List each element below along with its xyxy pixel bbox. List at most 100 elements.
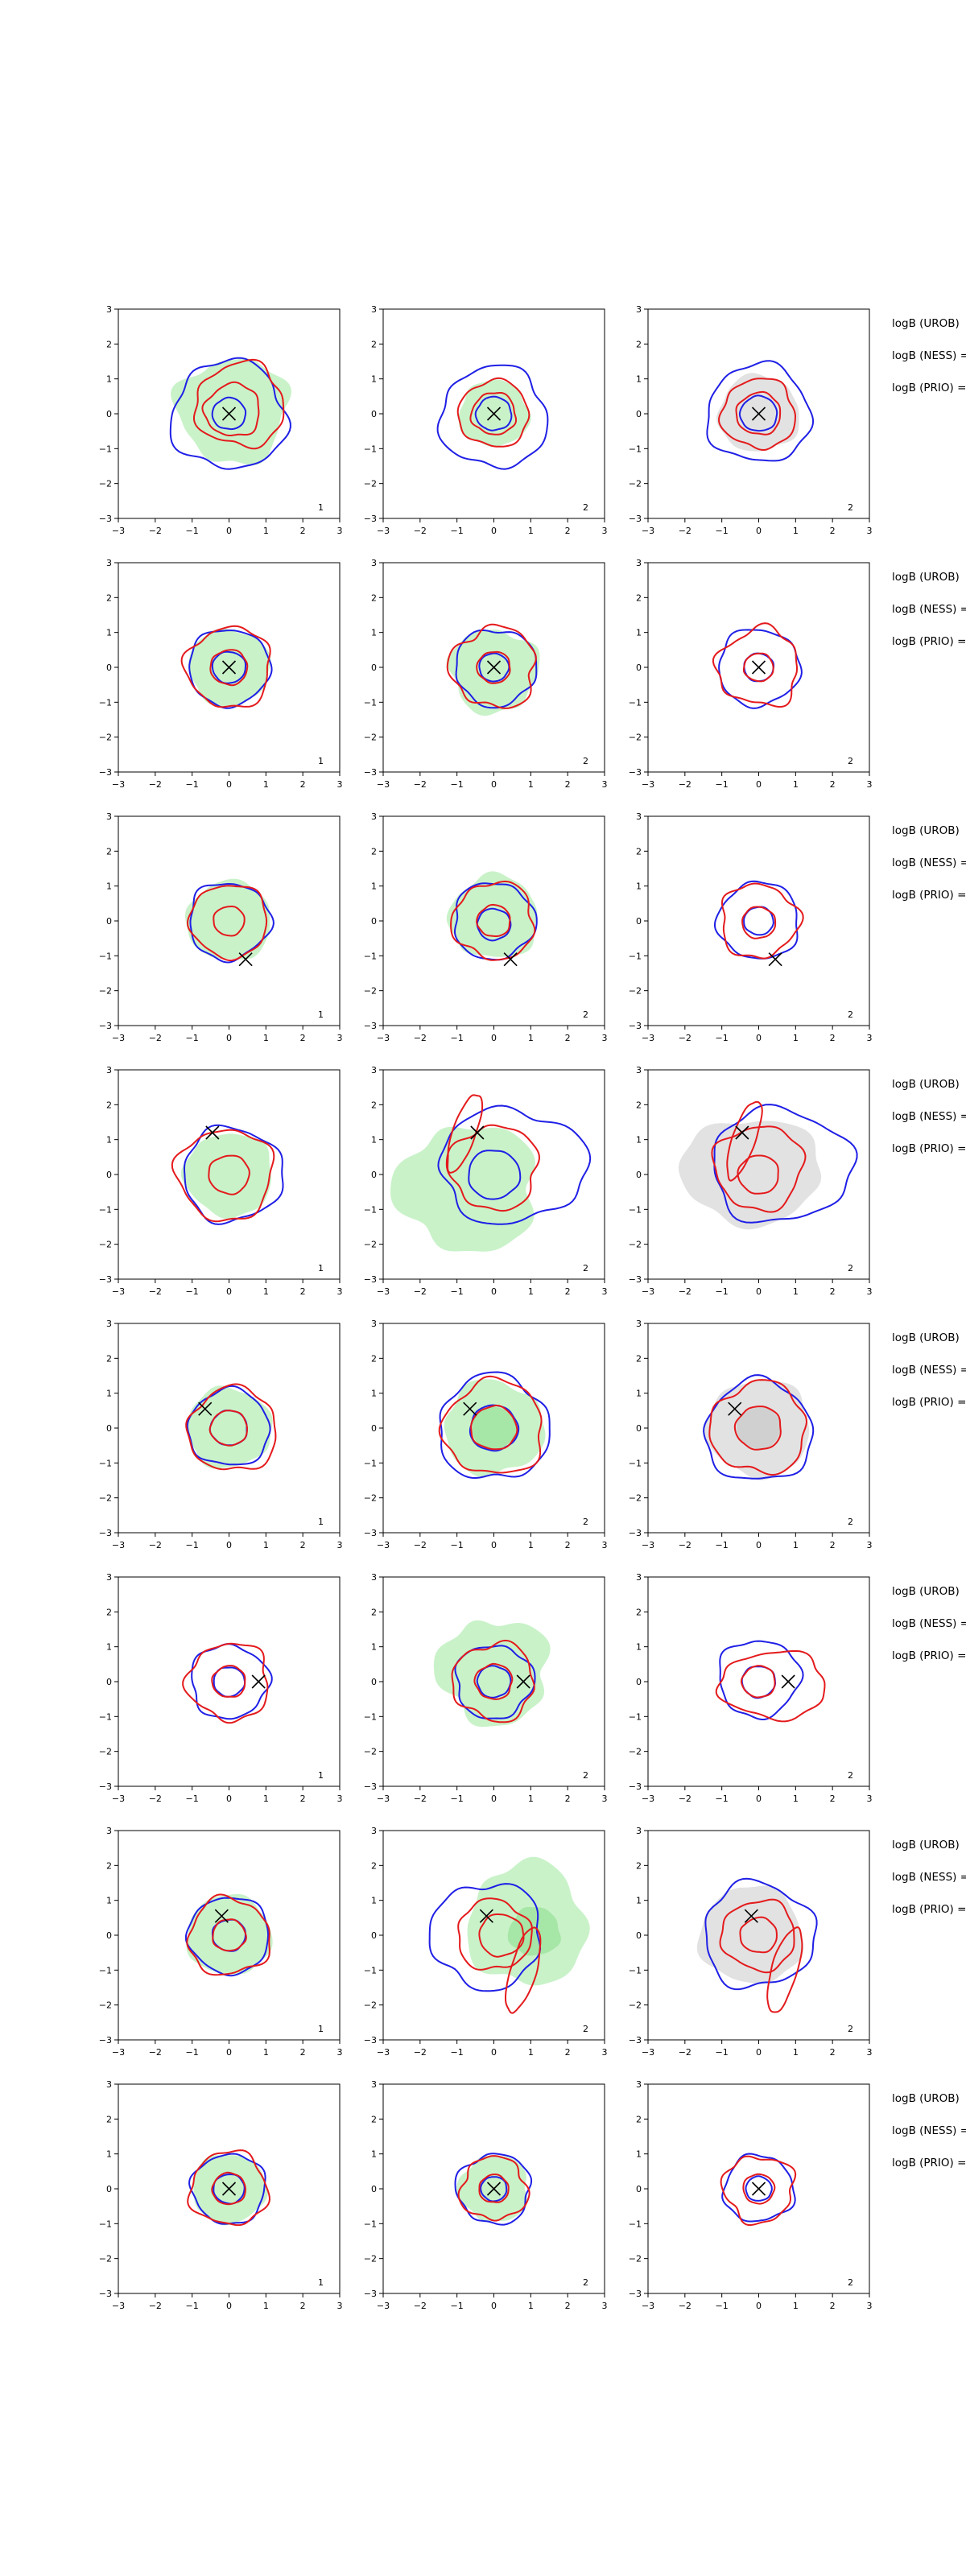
panel-r3-c1: −3 3 −2 2 −1 1 0 0 1 −1 2 −2 3 −3 1 bbox=[99, 811, 343, 1043]
panel-r5-c2: −3 3 −2 2 −1 1 0 0 1 −1 2 −2 3 −3 2 bbox=[364, 1319, 608, 1550]
y-tick-label: 1 bbox=[106, 881, 112, 892]
x-tick-label: 3 bbox=[867, 1794, 873, 1804]
red-contour bbox=[741, 906, 777, 939]
y-tick-label: −3 bbox=[364, 2035, 377, 2046]
plot-area bbox=[720, 2153, 797, 2226]
y-tick-label: −1 bbox=[99, 444, 112, 454]
y-tick-label: 3 bbox=[106, 1065, 112, 1075]
y-tick-label: 2 bbox=[106, 1607, 112, 1617]
y-tick-label: 3 bbox=[371, 1065, 377, 1075]
x-tick-label: −2 bbox=[149, 526, 162, 536]
x-tick-label: 1 bbox=[263, 2047, 269, 2058]
y-tick-label: −2 bbox=[364, 733, 377, 743]
x-tick-label: 2 bbox=[300, 2047, 306, 2058]
y-tick-label: 0 bbox=[371, 916, 377, 927]
plot-area bbox=[703, 1374, 815, 1480]
x-tick-label: 1 bbox=[263, 1794, 269, 1804]
y-tick-label: −1 bbox=[364, 2219, 377, 2229]
x-tick-label: −2 bbox=[679, 1033, 691, 1043]
x-tick-label: 2 bbox=[300, 1033, 306, 1043]
x-tick-label: 1 bbox=[793, 2301, 799, 2311]
x-tick-label: 1 bbox=[263, 1540, 269, 1550]
x-tick-label: 3 bbox=[602, 1794, 608, 1804]
x-tick-label: −3 bbox=[377, 1033, 390, 1043]
y-tick-label: 2 bbox=[371, 592, 377, 603]
y-tick-label: −1 bbox=[629, 1711, 642, 1722]
x-tick-label: 2 bbox=[565, 1794, 571, 1804]
x-tick-label: −2 bbox=[414, 1033, 427, 1043]
row-6-annotation-1: logB (UROB) bbox=[892, 1585, 960, 1598]
panel-corner-label: 2 bbox=[848, 1517, 853, 1527]
x-tick-label: 0 bbox=[756, 2301, 762, 2311]
y-tick-label: 3 bbox=[106, 1572, 112, 1583]
x-tick-label: −3 bbox=[112, 2047, 125, 2058]
y-tick-label: 0 bbox=[371, 1930, 377, 1941]
red-contour bbox=[456, 377, 530, 448]
y-tick-label: −3 bbox=[99, 514, 112, 524]
x-tick-label: −3 bbox=[377, 2047, 390, 2058]
x-tick-label: 1 bbox=[263, 779, 269, 790]
x-tick-label: −2 bbox=[679, 2047, 691, 2058]
x-tick-label: 2 bbox=[300, 1540, 306, 1550]
y-tick-label: 0 bbox=[371, 2184, 377, 2194]
y-tick-label: −3 bbox=[629, 1528, 642, 1538]
panel-r2-c2: −3 3 −2 2 −1 1 0 0 1 −1 2 −2 3 −3 2 bbox=[364, 558, 608, 790]
blue-contour bbox=[439, 1371, 551, 1480]
x-tick-label: −1 bbox=[451, 1540, 464, 1550]
y-tick-label: 3 bbox=[106, 811, 112, 822]
y-tick-label: 1 bbox=[371, 1389, 377, 1399]
blue-contour bbox=[480, 2176, 508, 2202]
panel-corner-label: 1 bbox=[318, 756, 324, 766]
red-contour bbox=[505, 1926, 542, 2014]
x-tick-label: −2 bbox=[149, 2047, 162, 2058]
true-value-marker bbox=[516, 1674, 530, 1689]
x-tick-label: 1 bbox=[528, 526, 534, 536]
x-tick-label: 1 bbox=[263, 2301, 269, 2311]
y-tick-label: 2 bbox=[636, 1607, 642, 1617]
panel-corner-label: 2 bbox=[583, 1263, 588, 1274]
red-contour bbox=[438, 1375, 543, 1474]
y-tick-label: −1 bbox=[364, 444, 377, 454]
red-contour bbox=[451, 1639, 535, 1724]
density-fill bbox=[696, 1885, 804, 1984]
y-tick-label: 3 bbox=[636, 811, 642, 822]
y-tick-label: 2 bbox=[371, 2114, 377, 2124]
x-tick-label: −2 bbox=[149, 1794, 162, 1804]
x-tick-label: 0 bbox=[226, 2047, 232, 2058]
x-tick-label: 0 bbox=[491, 1540, 497, 1550]
plot-area bbox=[433, 1620, 551, 1728]
y-tick-label: −3 bbox=[99, 1274, 112, 1285]
blue-contour bbox=[191, 1643, 273, 1720]
true-value-marker bbox=[238, 952, 253, 967]
y-tick-label: 0 bbox=[371, 409, 377, 419]
y-tick-label: −3 bbox=[364, 1274, 377, 1285]
y-tick-label: 3 bbox=[371, 304, 377, 315]
y-tick-label: −2 bbox=[364, 2000, 377, 2011]
y-tick-label: −3 bbox=[364, 1781, 377, 1792]
y-tick-label: 1 bbox=[636, 1135, 642, 1146]
axes-frame bbox=[118, 1576, 341, 1787]
true-value-marker bbox=[221, 407, 237, 421]
y-tick-label: 3 bbox=[106, 1319, 112, 1329]
y-tick-label: 1 bbox=[636, 628, 642, 638]
y-tick-label: −1 bbox=[99, 1204, 112, 1215]
y-tick-label: −1 bbox=[364, 1204, 377, 1215]
y-tick-label: −2 bbox=[364, 1493, 377, 1504]
y-tick-label: 3 bbox=[371, 558, 377, 568]
panel-r1-c2: −3 3 −2 2 −1 1 0 0 1 −1 2 −2 3 −3 2 bbox=[364, 304, 608, 536]
x-tick-label: −1 bbox=[451, 2047, 464, 2058]
x-tick-label: −3 bbox=[112, 1033, 125, 1043]
x-tick-label: −2 bbox=[679, 779, 691, 790]
plot-area bbox=[182, 1642, 273, 1724]
y-tick-label: −2 bbox=[364, 1747, 377, 1757]
blue-contour bbox=[738, 394, 778, 432]
y-tick-label: 0 bbox=[371, 663, 377, 673]
red-contour bbox=[186, 1893, 270, 1976]
y-tick-label: 1 bbox=[106, 1389, 112, 1399]
y-tick-label: 2 bbox=[371, 846, 377, 857]
y-tick-label: 1 bbox=[636, 1642, 642, 1653]
x-tick-label: 1 bbox=[263, 1286, 269, 1297]
density-fill bbox=[187, 1385, 273, 1469]
blue-contour bbox=[169, 357, 291, 470]
y-tick-label: −1 bbox=[99, 951, 112, 961]
